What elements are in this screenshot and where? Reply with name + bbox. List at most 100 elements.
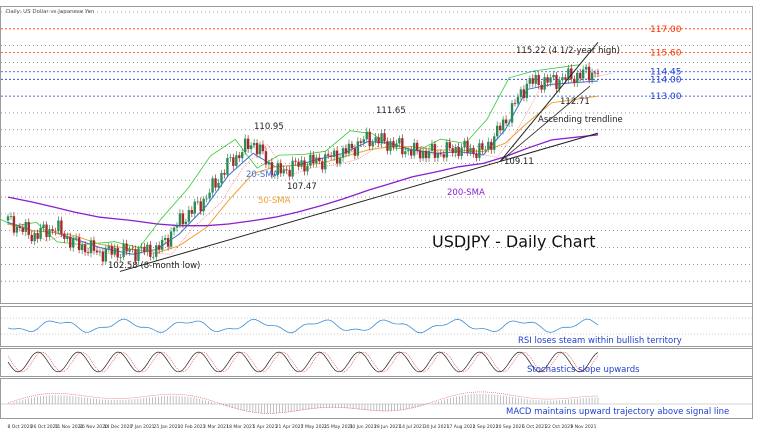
candle-body [282, 169, 285, 174]
candle-body [95, 250, 99, 253]
main-price-panel [0, 6, 753, 304]
candle-body [353, 148, 357, 156]
x-tick-label: 5 Apr 2021 [253, 424, 278, 430]
annotation-110-95: 110.95 [254, 122, 284, 132]
candle-body [190, 210, 194, 214]
candle-body [264, 151, 268, 165]
candle-body [98, 251, 102, 253]
candle-body [412, 142, 416, 156]
candle-body [66, 236, 69, 239]
candle-body [160, 239, 164, 250]
candle-body [439, 153, 443, 155]
annotation-109-11: 109.11 [504, 157, 534, 167]
candle-body [27, 221, 30, 235]
candle-body [445, 142, 448, 158]
candle-body [15, 226, 19, 233]
x-tick-label: 28 Jun 2021 [374, 424, 401, 430]
candle-body [466, 140, 469, 153]
candle-body [581, 69, 585, 79]
candle-body [169, 231, 173, 247]
candle-body [448, 142, 451, 149]
candle-body [338, 157, 342, 164]
steep-trendline [499, 41, 599, 162]
x-tick-label: 26 Nov 2020 [79, 424, 108, 430]
candle-body [377, 137, 380, 144]
label-50-sma: 50-SMA [258, 196, 291, 206]
candle-body [77, 237, 81, 251]
candle-body [344, 148, 348, 154]
candle-body [140, 246, 143, 249]
candle-body [522, 89, 526, 99]
candle-body [528, 78, 532, 84]
candle-body [125, 243, 128, 252]
candle-body [507, 122, 511, 124]
candle-body [72, 238, 75, 248]
level-label: 113.00 [650, 92, 682, 102]
stochastics-d [7, 351, 599, 373]
candle-body [410, 150, 413, 156]
candle-body [255, 143, 259, 155]
candle-body [332, 150, 336, 157]
candle-body [208, 192, 211, 199]
candle-body [6, 216, 10, 221]
x-tick-label: 2 Sep 2021 [473, 424, 499, 430]
annotation-102-58: 102.58 (8-month low) [108, 261, 200, 271]
candle-body [525, 83, 529, 99]
candle-body [454, 146, 457, 154]
rsi-series [7, 318, 599, 334]
level-label: 114.45 [650, 68, 682, 78]
candle-body [131, 248, 134, 250]
candle-body [63, 233, 66, 239]
rsi-panel [0, 306, 753, 347]
candle-body [9, 216, 13, 217]
candle-body [487, 141, 490, 150]
candle-body [39, 227, 42, 239]
candle-body [407, 150, 410, 152]
candle-body [315, 157, 318, 164]
x-tick-label: 22 Oct 2021 [545, 424, 573, 430]
level-label: 117.00 [650, 25, 682, 35]
candle-body [552, 74, 555, 78]
candle-body [18, 226, 22, 228]
level-label: 115.60 [650, 48, 682, 58]
annotation-111-65: 111.65 [376, 106, 406, 116]
candle-body [404, 151, 407, 155]
candle-body [214, 178, 217, 188]
candle-body [104, 248, 108, 262]
candle-body [152, 256, 155, 258]
candle-body [350, 143, 354, 149]
candle-body [116, 247, 119, 258]
rsi-line [1, 317, 752, 335]
candle-body [498, 125, 502, 131]
candle-body [564, 77, 567, 80]
candle-body [570, 68, 573, 79]
candle-body [341, 148, 345, 158]
candle-body [318, 157, 321, 162]
candle-body [555, 74, 558, 89]
annotation-112-71: 112.71 [560, 97, 590, 107]
candle-body [110, 246, 113, 255]
candle-body [172, 227, 176, 232]
label-20-sma: 20-SMA [246, 170, 279, 180]
sma-line [7, 134, 599, 227]
candle-body [33, 233, 36, 242]
x-tick-label: 18 Mar 2021 [226, 424, 255, 430]
candle-body [128, 248, 131, 252]
candle-body [45, 224, 48, 237]
candle-body [472, 147, 475, 154]
candle-body [484, 149, 487, 151]
candle-body [155, 245, 158, 257]
candle-body [300, 160, 303, 167]
candle-body [356, 141, 360, 156]
candle-body [398, 138, 401, 144]
candle-body [101, 251, 105, 262]
candlesticks [6, 62, 600, 266]
candle-body [178, 213, 182, 226]
inner-trendline [499, 85, 591, 162]
candle-body [543, 77, 546, 90]
candle-body [418, 150, 422, 159]
x-tick-label: 10 Feb 2021 [177, 424, 205, 430]
candle-body [223, 172, 226, 175]
trendlines [119, 41, 599, 272]
